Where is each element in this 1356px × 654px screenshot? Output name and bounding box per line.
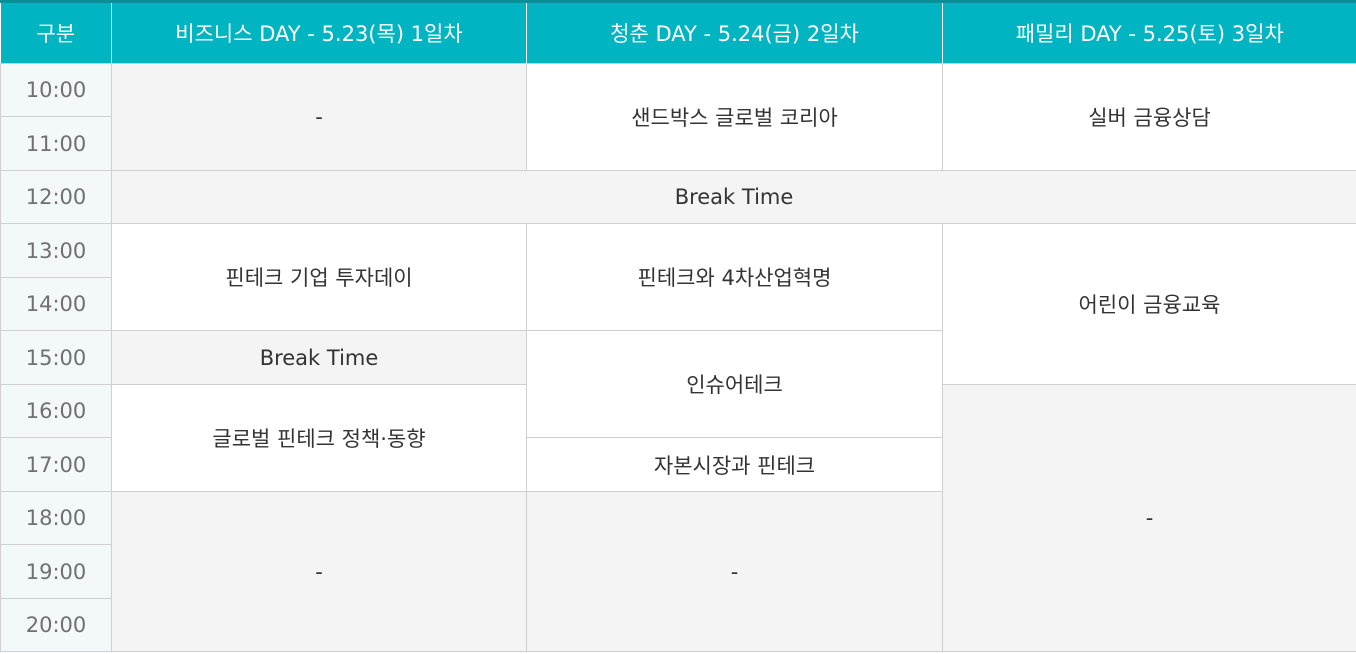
time-slot: 15:00 — [0, 330, 112, 385]
time-slot: 19:00 — [0, 544, 112, 599]
day1-morning-cell: - — [111, 63, 527, 171]
table-row: 16:00 글로벌 핀테크 정책·동향 - — [0, 384, 1356, 652]
header-day2: 청춘 DAY - 5.24(금) 2일차 — [526, 3, 943, 64]
time-slot: 13:00 — [0, 223, 112, 278]
time-slot: 18:00 — [0, 491, 112, 545]
time-slot: 12:00 — [0, 170, 112, 224]
table-row: 18:00 - - — [0, 491, 1356, 652]
table-row: 14:00 — [0, 277, 1356, 331]
header-row: 구분 비즈니스 DAY - 5.23(목) 1일차 청춘 DAY - 5.24(… — [0, 3, 1356, 64]
time-slot: 10:00 — [0, 63, 112, 117]
table-row: 19:00 — [0, 544, 1356, 599]
day2-evening-cell: - — [526, 491, 943, 652]
table-row: 13:00 핀테크 기업 투자데이 핀테크와 4차산업혁명 어린이 금융교육 — [0, 223, 1356, 385]
day1-evening-cell: - — [111, 491, 527, 652]
day2-sandbox-session: 샌드박스 글로벌 코리아 — [526, 63, 943, 171]
day1-global-policy-session: 글로벌 핀테크 정책·동향 — [111, 384, 527, 492]
event-schedule-table: 구분 비즈니스 DAY - 5.23(목) 1일차 청춘 DAY - 5.24(… — [0, 3, 1356, 652]
day3-silver-session: 실버 금융상담 — [942, 63, 1356, 171]
day1-break-cell: Break Time — [111, 330, 527, 385]
table-row: 17:00 자본시장과 핀테크 — [0, 437, 1356, 492]
table-row: 11:00 — [0, 116, 1356, 171]
time-slot: 14:00 — [0, 277, 112, 331]
table-row: 10:00 - 샌드박스 글로벌 코리아 실버 금융상담 — [0, 63, 1356, 171]
time-slot: 16:00 — [0, 384, 112, 438]
day3-kids-session: 어린이 금융교육 — [942, 223, 1356, 385]
header-day3: 패밀리 DAY - 5.25(토) 3일차 — [942, 3, 1356, 64]
day2-insurtech-session: 인슈어테크 — [526, 330, 943, 438]
header-day1: 비즈니스 DAY - 5.23(목) 1일차 — [111, 3, 527, 64]
time-slot: 17:00 — [0, 437, 112, 492]
lunch-break-cell: Break Time — [111, 170, 1356, 224]
header-category: 구분 — [0, 3, 112, 64]
day1-investment-session: 핀테크 기업 투자데이 — [111, 223, 527, 331]
table-row: 20:00 — [0, 598, 1356, 652]
header-top-accent — [0, 0, 1356, 3]
day3-afternoon-cell: - — [942, 384, 1356, 652]
time-slot: 11:00 — [0, 116, 112, 171]
time-slot: 20:00 — [0, 598, 112, 652]
table-row: 15:00 Break Time 인슈어테크 — [0, 330, 1356, 438]
table-row: 12:00 Break Time — [0, 170, 1356, 224]
day2-capital-market-session: 자본시장과 핀테크 — [526, 437, 943, 492]
day2-fourth-revolution-session: 핀테크와 4차산업혁명 — [526, 223, 943, 331]
